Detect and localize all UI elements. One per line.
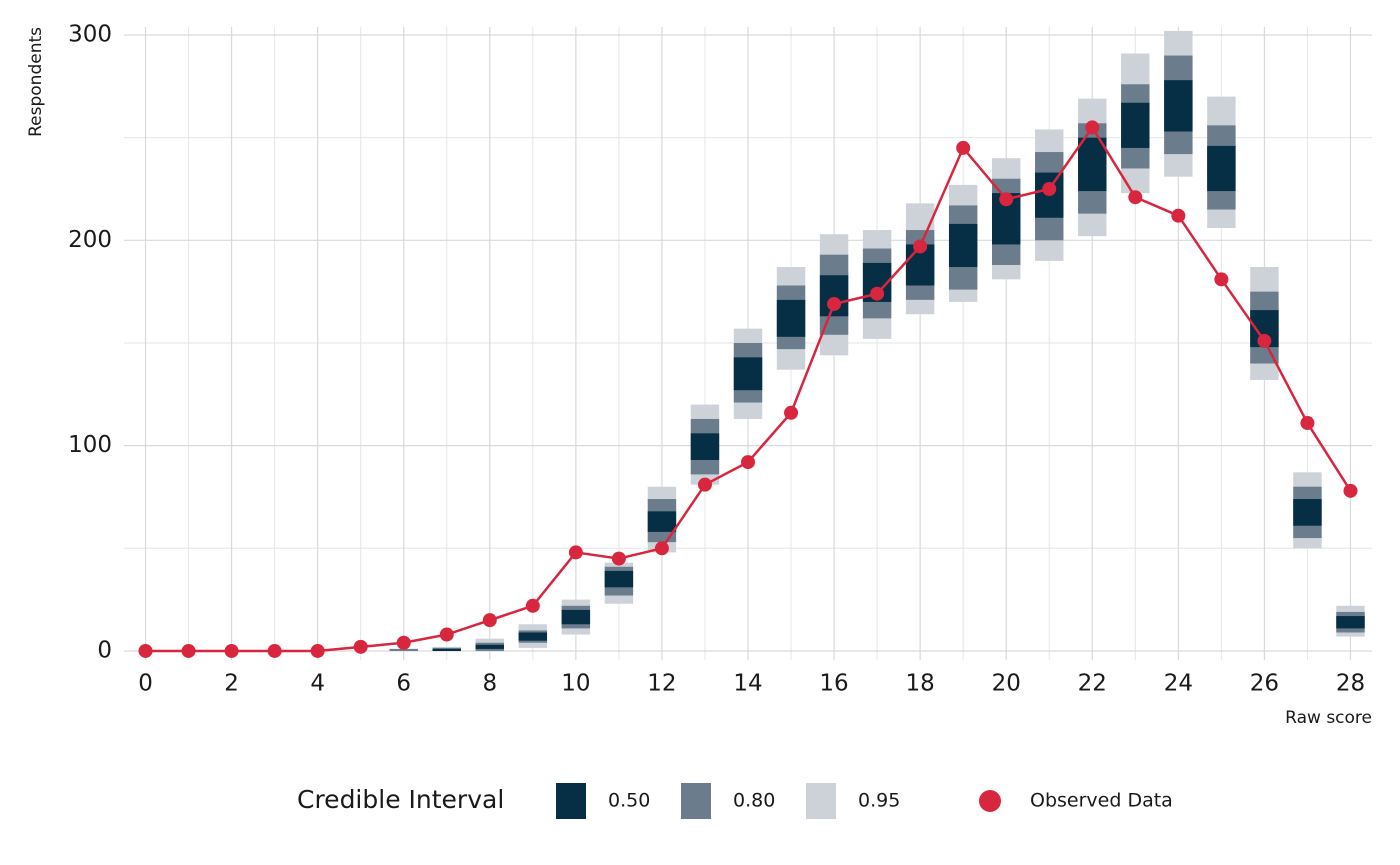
observed-point <box>396 635 411 650</box>
observed-point <box>181 643 196 658</box>
interval-bar <box>1078 137 1107 192</box>
interval-bar <box>561 609 591 625</box>
y-tick-label: 100 <box>68 432 112 458</box>
interval-bar <box>1207 145 1236 192</box>
observed-point <box>568 545 583 560</box>
observed-point <box>1128 190 1143 205</box>
x-tick-label: 18 <box>905 671 934 697</box>
x-tick-label: 10 <box>561 671 590 697</box>
observed-point <box>439 627 454 642</box>
observed-point <box>913 239 928 254</box>
x-tick-label: 14 <box>733 671 762 697</box>
interval-bar <box>475 644 504 649</box>
observed-point <box>784 405 799 420</box>
legend-label: 0.80 <box>733 790 775 812</box>
interval-bar <box>389 648 418 651</box>
x-tick-label: 22 <box>1078 671 1107 697</box>
y-axis-label: Respondents <box>26 27 46 137</box>
x-tick-label: 6 <box>396 671 411 697</box>
y-tick-label: 200 <box>68 227 112 253</box>
observed-point <box>1343 483 1358 498</box>
legend-label: Observed Data <box>1030 790 1173 812</box>
x-tick-label: 16 <box>819 671 848 697</box>
observed-point <box>267 643 282 658</box>
legend-label: 0.50 <box>608 790 650 812</box>
interval-bar <box>1336 616 1365 629</box>
observed-point <box>482 613 497 628</box>
observed-point <box>654 541 669 556</box>
legend-key <box>979 790 1001 812</box>
interval-bar <box>647 511 677 532</box>
observed-point <box>741 455 755 470</box>
x-tick-label: 2 <box>224 671 239 697</box>
observed-point <box>224 643 239 658</box>
observed-point <box>1085 120 1100 135</box>
observed-point <box>1171 208 1186 223</box>
interval-bar <box>948 223 978 268</box>
y-tick-label: 0 <box>97 637 112 663</box>
x-tick-label: 0 <box>138 671 153 697</box>
observed-point <box>1214 272 1229 287</box>
observed-point <box>956 140 971 155</box>
interval-bar <box>690 433 720 461</box>
observed-point <box>870 286 885 301</box>
x-tick-label: 28 <box>1336 671 1365 697</box>
observed-point <box>310 643 325 658</box>
observed-point <box>1257 333 1272 348</box>
observed-point <box>525 598 540 613</box>
interval-bar <box>1164 80 1193 132</box>
legend-key <box>806 783 836 819</box>
observed-point <box>999 192 1014 207</box>
interval-bar <box>604 570 634 588</box>
interval-bar <box>1293 499 1322 526</box>
x-tick-label: 24 <box>1164 671 1193 697</box>
observed-point <box>1300 416 1315 431</box>
observed-point <box>1042 181 1057 196</box>
x-tick-label: 8 <box>482 671 497 697</box>
x-tick-label: 4 <box>310 671 325 697</box>
x-axis-label: Raw score <box>1285 708 1372 728</box>
interval-bar <box>776 299 806 337</box>
interval-bar <box>432 648 461 651</box>
legend-label: 0.95 <box>858 790 900 812</box>
x-tick-label: 26 <box>1250 671 1279 697</box>
observed-point <box>697 477 712 492</box>
interval-bar <box>733 357 763 391</box>
y-tick-label: 300 <box>68 22 112 48</box>
interval-bar <box>1121 102 1150 148</box>
interval-bar <box>518 632 548 641</box>
observed-point <box>138 643 153 658</box>
x-tick-label: 20 <box>992 671 1021 697</box>
observed-point <box>611 551 626 566</box>
legend-title: Credible Interval <box>297 785 504 814</box>
observed-point <box>353 639 368 654</box>
observed-point <box>827 296 842 311</box>
legend-key <box>681 783 711 819</box>
x-tick-label: 12 <box>647 671 676 697</box>
legend-key <box>556 783 586 819</box>
